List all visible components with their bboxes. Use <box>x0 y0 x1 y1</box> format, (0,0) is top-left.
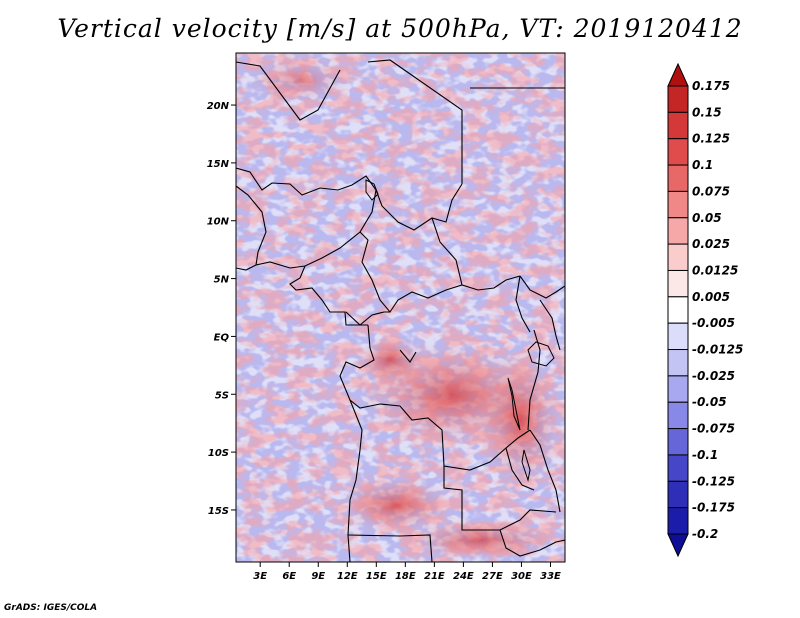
colorbar: 0.175 0.15 0.125 0.1 0.075 0.05 0.025 0.0125 0.0… <box>667 62 743 558</box>
colorbar-label: -0.005 <box>692 316 735 330</box>
lat-tick-label: 15N <box>207 159 230 170</box>
lon-tick-label: 9E <box>311 571 325 582</box>
lat-tick-label: 5S <box>215 390 229 401</box>
colorbar-label: -0.025 <box>692 369 735 383</box>
latitude-axis: 20N 15N 10N 5N EQ 5S 10S 15S <box>207 101 236 517</box>
map-panel <box>236 53 565 562</box>
colorbar-label: -0.0125 <box>692 343 743 357</box>
colorbar-segment <box>667 401 689 430</box>
colorbar-label: -0.05 <box>692 395 727 409</box>
lon-tick-label: 12E <box>337 571 358 582</box>
lat-tick-label: 10N <box>207 217 230 228</box>
colorbar-segment <box>667 111 689 140</box>
colorbar-segment <box>667 375 689 403</box>
colorbar-label: -0.075 <box>692 422 735 436</box>
colorbar-segment <box>667 243 689 271</box>
colorbar-label: -0.175 <box>692 501 735 515</box>
colorbar-segment <box>667 217 689 245</box>
lon-tick-label: 18E <box>395 571 416 582</box>
colorbar-label: -0.125 <box>692 474 735 488</box>
lat-tick-label: EQ <box>214 332 230 343</box>
upward-motion-areas <box>245 55 565 560</box>
colorbar-label: 0.0125 <box>692 263 738 277</box>
colorbar-bottom-arrow <box>667 533 689 558</box>
colorbar-segment <box>667 454 689 482</box>
lat-tick-label: 20N <box>207 101 230 112</box>
colorbar-label: -0.2 <box>692 527 718 541</box>
map-frame <box>235 52 566 563</box>
colorbar-label: 0.05 <box>692 211 722 225</box>
lon-tick-label: 6E <box>282 571 296 582</box>
colorbar-label: 0.075 <box>692 184 730 198</box>
colorbar-segment <box>667 269 689 298</box>
country-borders <box>236 59 565 562</box>
colorbar-segment <box>667 322 689 351</box>
colorbar-segment <box>667 428 689 456</box>
lat-tick-label: 15S <box>208 506 229 517</box>
lon-tick-label: 21E <box>424 571 445 582</box>
lon-tick-label: 27E <box>482 571 503 582</box>
lon-tick-label: 3E <box>253 571 267 582</box>
colorbar-segment <box>667 480 689 509</box>
lon-tick-label: 24E <box>453 571 474 582</box>
lon-tick-label: 15E <box>366 571 387 582</box>
colorbar-label: 0.175 <box>692 79 730 93</box>
colorbar-label: 0.125 <box>692 132 730 146</box>
colorbar-segment <box>667 138 689 166</box>
colorbar-label: 0.005 <box>692 290 730 304</box>
footer-credit: GrADS: IGES/COLA <box>4 603 98 613</box>
colorbar-segment <box>667 190 689 219</box>
chart-title: Vertical velocity [m/s] at 500hPa, VT: 2… <box>57 14 743 43</box>
colorbar-label: -0.1 <box>692 448 718 462</box>
lat-tick-label: 5N <box>214 275 230 286</box>
colorbar-segment <box>667 164 689 192</box>
colorbar-label: 0.025 <box>692 237 730 251</box>
lon-tick-label: 33E <box>540 571 561 582</box>
lakes <box>365 179 555 482</box>
longitude-axis: 3E 6E 9E 12E 15E 18E 21E 24E 27E 30E 33E <box>253 562 561 582</box>
lon-tick-label: 30E <box>511 571 532 582</box>
lat-tick-label: 10S <box>208 448 229 459</box>
colorbar-segment <box>667 507 689 535</box>
colorbar-label: 0.15 <box>692 105 722 119</box>
colorbar-top-arrow <box>667 62 689 87</box>
colorbar-segment <box>667 349 689 377</box>
colorbar-label: 0.1 <box>692 158 713 172</box>
colorbar-segment <box>667 85 689 113</box>
colorbar-segment <box>667 296 689 324</box>
